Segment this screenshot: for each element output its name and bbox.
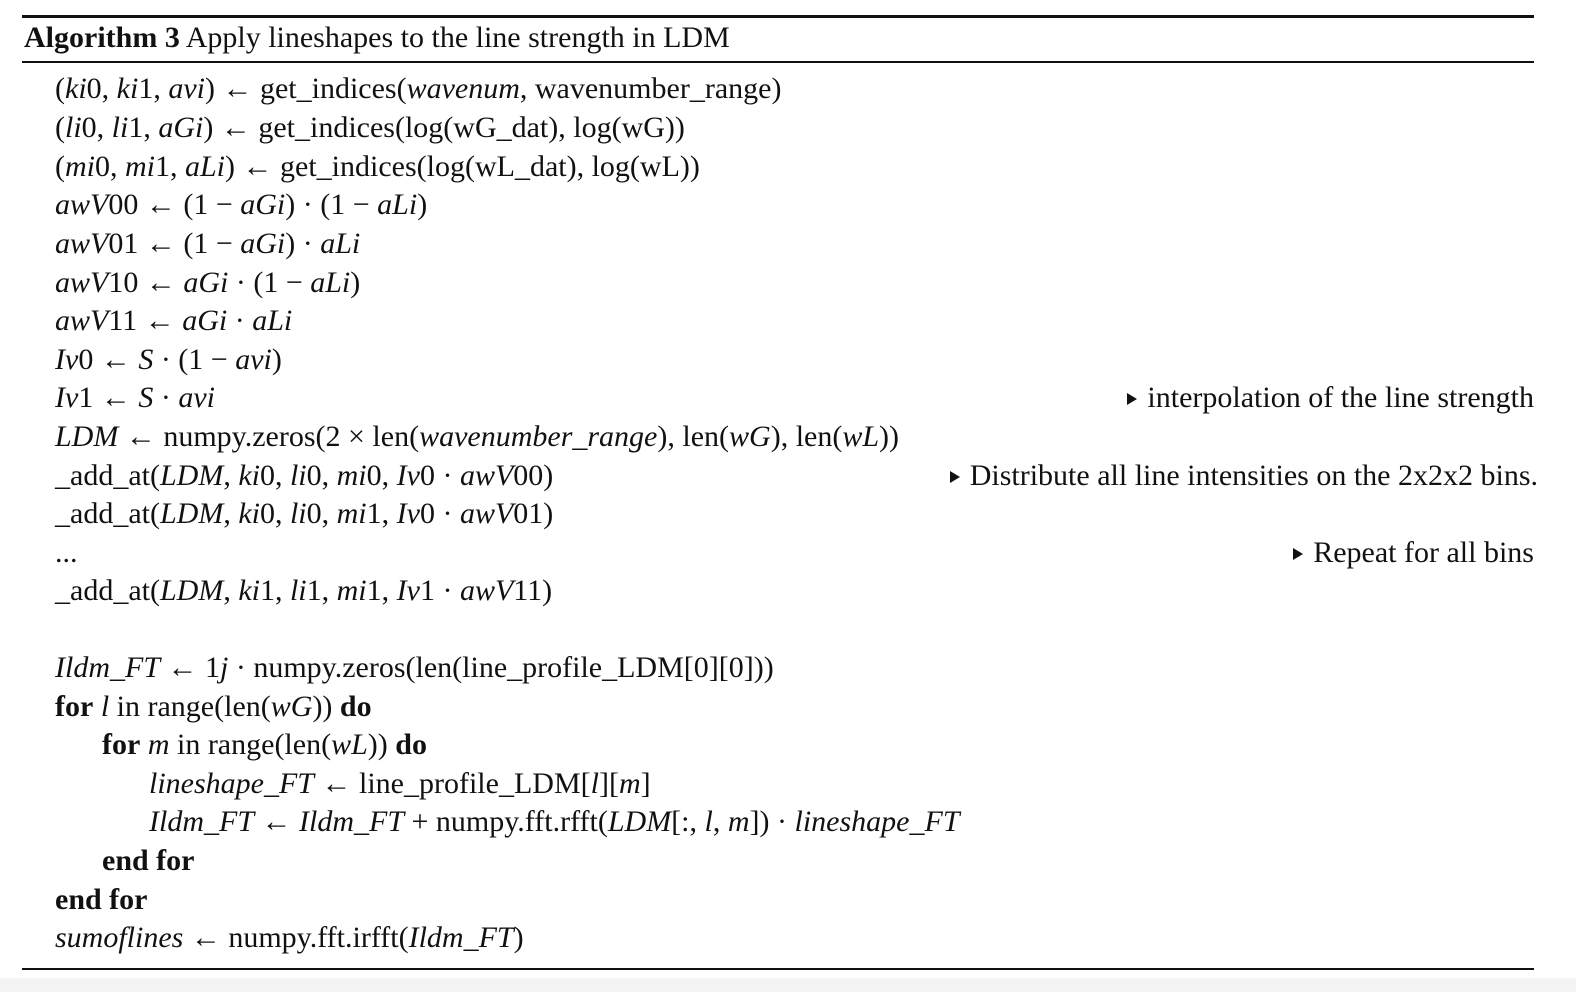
algorithm-line: Iv1 ← S · avi interpolation of the line … xyxy=(0,379,1576,417)
algorithm-line: LDM ← numpy.zeros(2 × len(wavenumber_ran… xyxy=(0,418,1576,456)
line-20-code: end for xyxy=(102,844,195,877)
algorithm-line: end for xyxy=(0,881,1576,919)
bottom-rule xyxy=(22,968,1534,970)
algorithm-line: awV10 ← aGi · (1 − aLi) xyxy=(0,264,1576,302)
line-4-code: awV00 ← (1 − aGi) · (1 − aLi) xyxy=(55,188,428,221)
algorithm-title: Apply lineshapes to the line strength in… xyxy=(185,21,730,54)
algorithm-caption: Algorithm 3 Apply lineshapes to the line… xyxy=(24,18,730,58)
line-17-code: for m in range(len(wL)) do xyxy=(102,728,427,761)
algorithm-line: awV00 ← (1 − aGi) · (1 − aLi) xyxy=(0,186,1576,224)
algorithm-line: sumoflines ← numpy.fft.irfft(Ildm_FT) xyxy=(0,919,1576,957)
algorithm-line: awV11 ← aGi · aLi xyxy=(0,302,1576,340)
line-3-code: (mi0, mi1, aLi) ← get_indices(log(wL_dat… xyxy=(55,150,700,183)
comment-distribute: Distribute all line intensities on the 2… xyxy=(949,457,1538,495)
line-15-code: Ildm_FT ← 1j · numpy.zeros(len(line_prof… xyxy=(55,651,774,684)
line-1-code: (ki0, ki1, avi) ← get_indices(wavenum, w… xyxy=(55,72,782,105)
algorithm-line: for m in range(len(wL)) do xyxy=(0,726,1576,764)
line-2-code: (li0, li1, aGi) ← get_indices(log(wG_dat… xyxy=(55,111,685,144)
line-22-code: sumoflines ← numpy.fft.irfft(Ildm_FT) xyxy=(55,921,524,954)
algorithm-line: Iv0 ← S · (1 − avi) xyxy=(0,341,1576,379)
line-7-code: awV11 ← aGi · aLi xyxy=(55,304,293,337)
line-18-code: lineshape_FT ← line_profile_LDM[l][m] xyxy=(149,767,651,800)
line-14-code: _add_at(LDM, ki1, li1, mi1, Iv1 · awV11) xyxy=(55,574,553,607)
line-12-code: _add_at(LDM, ki0, li0, mi1, Iv0 · awV01) xyxy=(55,497,554,530)
bottom-band xyxy=(0,978,1576,992)
algorithm-line: end for xyxy=(0,842,1576,880)
line-5-code: awV01 ← (1 − aGi) · aLi xyxy=(55,227,361,260)
comment-text: interpolation of the line strength xyxy=(1147,381,1534,414)
algorithm-line: _add_at(LDM, ki0, li0, mi1, Iv0 · awV01) xyxy=(0,495,1576,533)
caption-rule xyxy=(22,61,1534,63)
algorithm-line: (ki0, ki1, avi) ← get_indices(wavenum, w… xyxy=(0,70,1576,108)
line-10-code: LDM ← numpy.zeros(2 × len(wavenumber_ran… xyxy=(55,420,900,453)
line-13-code: ... xyxy=(55,536,78,569)
algorithm-line: for l in range(len(wG)) do xyxy=(0,688,1576,726)
algorithm-line: (li0, li1, aGi) ← get_indices(log(wG_dat… xyxy=(0,109,1576,147)
algorithm-line: Ildm_FT ← Ildm_FT + numpy.fft.rfft(LDM[:… xyxy=(0,803,1576,841)
algorithm-line: ... Repeat for all bins xyxy=(0,534,1576,572)
algorithm-line: _add_at(LDM, ki0, li0, mi0, Iv0 · awV00)… xyxy=(0,457,1576,495)
algorithm-line: (mi0, mi1, aLi) ← get_indices(log(wL_dat… xyxy=(0,148,1576,186)
line-8-code: Iv0 ← S · (1 − avi) xyxy=(55,343,282,376)
comment-text: Repeat for all bins xyxy=(1313,536,1534,569)
line-11-code: _add_at(LDM, ki0, li0, mi0, Iv0 · awV00) xyxy=(55,459,554,492)
algorithm-line: awV01 ← (1 − aGi) · aLi xyxy=(0,225,1576,263)
comment-triangle-icon xyxy=(1293,548,1304,560)
comment-text: Distribute all line intensities on the 2… xyxy=(969,459,1538,492)
algorithm-line: _add_at(LDM, ki1, li1, mi1, Iv1 · awV11) xyxy=(0,572,1576,610)
comment-triangle-icon xyxy=(1127,393,1138,405)
line-16-code: for l in range(len(wG)) do xyxy=(55,690,372,723)
algorithm-label: Algorithm 3 xyxy=(24,21,180,54)
line-6-code: awV10 ← aGi · (1 − aLi) xyxy=(55,266,361,299)
comment-triangle-icon xyxy=(949,471,960,483)
comment-interpolation: interpolation of the line strength xyxy=(1127,379,1534,417)
comment-repeat: Repeat for all bins xyxy=(1293,534,1534,572)
algorithm-line: lineshape_FT ← line_profile_LDM[l][m] xyxy=(0,765,1576,803)
algorithm-line: Ildm_FT ← 1j · numpy.zeros(len(line_prof… xyxy=(0,649,1576,687)
line-19-code: Ildm_FT ← Ildm_FT + numpy.fft.rfft(LDM[:… xyxy=(149,805,960,838)
line-9-code: Iv1 ← S · avi xyxy=(55,381,215,414)
top-rule xyxy=(22,15,1534,18)
line-21-code: end for xyxy=(55,883,148,916)
